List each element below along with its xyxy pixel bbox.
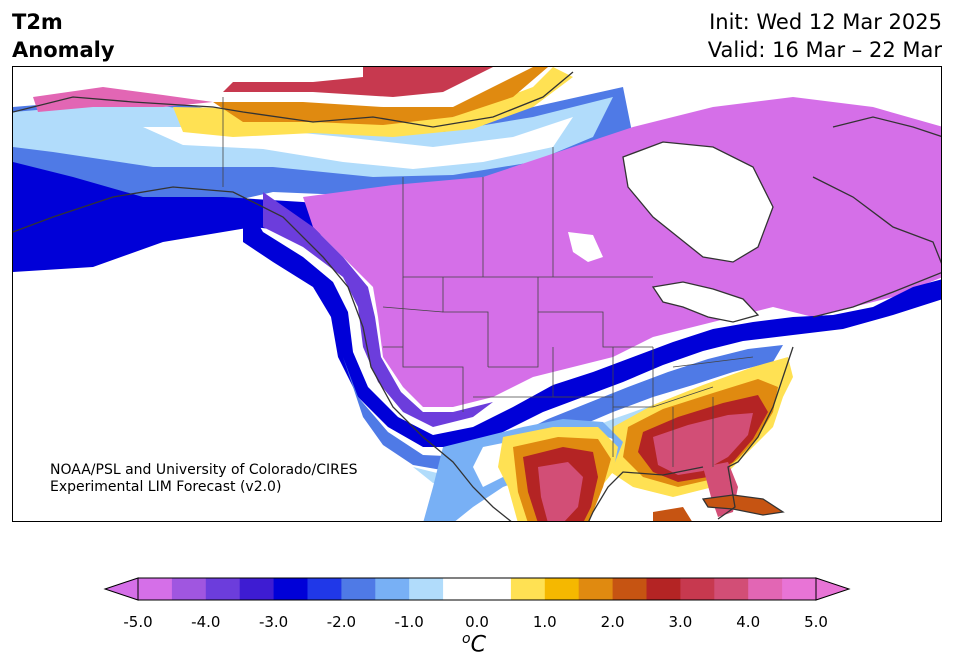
colorbar-tick-label: 5.0 (804, 613, 828, 631)
valid-range: Valid: 16 Mar – 22 Mar (707, 38, 942, 62)
colorbar-segment (443, 578, 478, 600)
colorbar-tick-label: -5.0 (123, 613, 153, 631)
colorbar-segment (409, 578, 444, 600)
units-label: oC (462, 631, 486, 658)
colorbar-segment (646, 578, 681, 600)
colorbar-tick-label: 3.0 (668, 613, 693, 631)
title-line-2: Anomaly (12, 38, 115, 62)
colorbar-segment (612, 578, 647, 600)
colorbar-segment (205, 578, 241, 600)
colorbar-segment (477, 578, 512, 600)
anomaly-map: NOAA/PSL and University of Colorado/CIRE… (12, 66, 942, 522)
southeast-warm-pink (653, 413, 753, 475)
title-line-1: T2m (12, 10, 63, 34)
cold-edge-blue (343, 345, 783, 472)
colorbar-tick-label: -2.0 (326, 613, 357, 631)
colorbar-tick-label: 1.0 (532, 613, 557, 631)
cold-core-canada-us (303, 97, 941, 407)
colorbar-tick-label: 4.0 (736, 613, 761, 631)
colorbar-segment (680, 578, 715, 600)
credit-text: NOAA/PSL and University of Colorado/CIRE… (50, 462, 358, 496)
colorbar-over-arrow (815, 577, 851, 601)
colorbar-segment (171, 578, 207, 600)
colorbar-outline (137, 577, 817, 601)
colorbar-segment (138, 578, 173, 600)
mexico-warm-pink (538, 462, 583, 521)
cold-edge-darkblue (243, 197, 941, 447)
colorbar-segment (782, 578, 817, 600)
alaska-band-orange (213, 67, 548, 125)
credit-line-2: Experimental LIM Forecast (v2.0) (50, 479, 282, 495)
great-lakes (653, 282, 758, 322)
coastlines (13, 71, 941, 521)
hudson-bay (623, 142, 773, 262)
colorbar-segment (273, 578, 308, 600)
colorbar-tick-label: 2.0 (600, 613, 625, 631)
colorbar-segment (307, 578, 342, 600)
cuba-warm (703, 495, 783, 515)
colorbar-segment (239, 578, 275, 600)
lake-winnipeg (568, 232, 603, 262)
colorbar-tick-label: -3.0 (258, 613, 289, 631)
colorbar-segment (510, 578, 546, 600)
yucatan-warm (653, 507, 692, 521)
colorbar-segment (714, 578, 749, 600)
map-canvas (13, 67, 941, 521)
credit-line-1: NOAA/PSL and University of Colorado/CIRE… (50, 462, 358, 478)
colorbar-segment (748, 578, 783, 600)
colorbar-under-arrow (103, 577, 139, 601)
colorbar-tick-label: -4.0 (191, 613, 221, 631)
colorbar-tick-label: -1.0 (394, 613, 424, 631)
colorbar-segment (341, 578, 376, 600)
colorbar-tick-label: 0.0 (465, 613, 489, 631)
alaska-band-red (223, 67, 493, 97)
forecast-dates: Init: Wed 12 Mar 2025 Valid: 16 Mar – 22… (708, 8, 942, 64)
colorbar-segment (578, 578, 614, 600)
political-borders (222, 97, 754, 467)
colorbar-segment (375, 578, 410, 600)
alaska-band-pink (33, 87, 213, 112)
init-date: Init: Wed 12 Mar 2025 (709, 10, 942, 34)
map-title: T2m Anomaly (12, 8, 115, 64)
cold-edge-purple (263, 192, 493, 427)
colorbar-segment (544, 578, 580, 600)
